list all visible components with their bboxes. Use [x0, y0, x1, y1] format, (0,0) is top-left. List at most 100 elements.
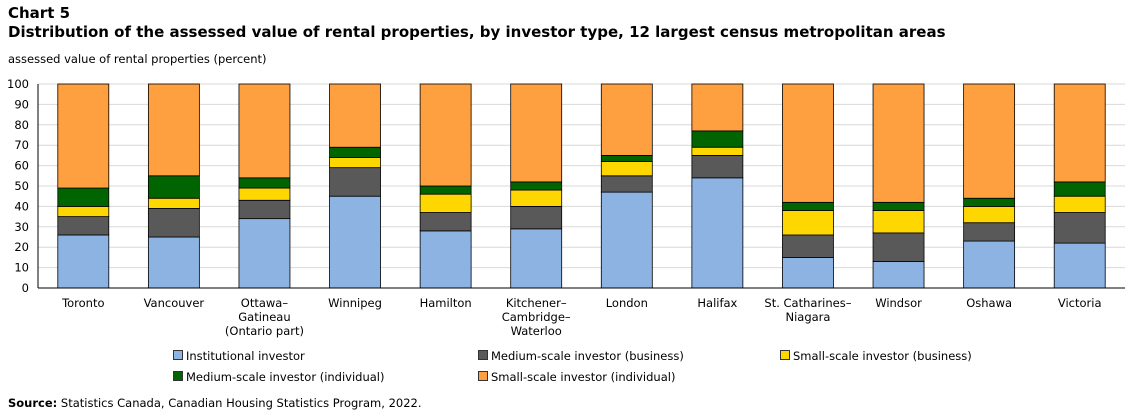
bar-segment — [57, 234, 110, 289]
bar-segment — [147, 208, 200, 238]
bar-segment — [1053, 181, 1106, 197]
bar-segment — [600, 191, 653, 289]
bar-segment — [691, 154, 744, 179]
legend-swatch — [173, 350, 183, 360]
legend-label: Institutional investor — [186, 349, 305, 363]
legend-label: Medium-scale investor (individual) — [186, 370, 385, 384]
bar-segment — [691, 83, 744, 132]
source-note: Source: Statistics Canada, Canadian Hous… — [8, 396, 422, 410]
bar-segment — [419, 185, 472, 195]
x-tick-label-line: Cambridge– — [502, 310, 571, 324]
bar-segment — [238, 199, 291, 220]
y-tick-label: 60 — [14, 159, 29, 173]
legend-item: Medium-scale investor (individual) — [173, 370, 385, 384]
bar-segment — [1053, 195, 1106, 213]
bar-segment — [57, 187, 110, 207]
x-tick-label-line: Winnipeg — [328, 296, 382, 310]
y-tick-label: 30 — [14, 220, 29, 234]
y-tick-label: 0 — [22, 281, 29, 295]
x-tick-label: St. Catharines– Niagara — [764, 296, 851, 324]
bar-segment — [329, 195, 381, 289]
bar-segment — [419, 212, 472, 232]
bar-segment — [872, 261, 925, 289]
source-text: Statistics Canada, Canadian Housing Stat… — [57, 396, 422, 410]
bar-segment — [872, 210, 925, 234]
chart-title: Distribution of the assessed value of re… — [8, 23, 946, 41]
bar-segment — [147, 197, 200, 209]
bar-segment — [510, 181, 563, 191]
x-tick-label-line: Victoria — [1058, 296, 1102, 310]
bar-segment — [872, 201, 925, 211]
bar-segment — [329, 157, 381, 169]
x-tick-label-line: London — [606, 296, 648, 310]
bar-segment — [1053, 242, 1106, 289]
legend-item: Institutional investor — [173, 349, 305, 363]
x-tick-label-line: Halifax — [697, 296, 737, 310]
bar-segment — [329, 146, 381, 158]
x-tick-label: Oshawa — [966, 296, 1012, 310]
bar-segment — [691, 130, 744, 148]
bar-segment — [510, 189, 563, 207]
legend-label: Medium-scale investor (business) — [491, 349, 684, 363]
bar-segment — [329, 83, 381, 148]
bar-segment — [238, 83, 291, 179]
bar-segment — [963, 240, 1016, 289]
bar-segment — [419, 193, 472, 213]
bar-segment — [600, 83, 653, 156]
legend-label: Small-scale investor (individual) — [491, 370, 676, 384]
bar-segment — [963, 205, 1016, 224]
x-tick-label-line: Hamilton — [420, 296, 472, 310]
bar-segment — [57, 216, 110, 236]
x-tick-label-line: Vancouver — [144, 296, 205, 310]
bar-segment — [600, 175, 653, 193]
x-tick-label-line: Gatineau — [238, 310, 290, 324]
y-axis-title: assessed value of rental properties (per… — [8, 52, 267, 66]
x-tick-label-line: Toronto — [61, 296, 104, 310]
y-tick-label: 20 — [14, 240, 29, 254]
x-tick-label: Toronto — [61, 296, 104, 310]
x-tick-label: London — [606, 296, 648, 310]
bar-segment — [510, 205, 563, 230]
x-tick-label-line: Niagara — [785, 310, 830, 324]
legend-swatch — [478, 350, 488, 360]
bar-segment — [782, 201, 834, 211]
y-tick-label: 70 — [14, 138, 29, 152]
bar-segment — [329, 167, 381, 197]
legend-label: Small-scale investor (business) — [793, 349, 972, 363]
bar-segment — [691, 177, 744, 289]
x-tick-label-line: Oshawa — [966, 296, 1012, 310]
bar-segment — [782, 256, 834, 289]
bar-segment — [963, 83, 1016, 199]
legend-swatch — [780, 350, 790, 360]
chart-label: Chart 5 — [8, 4, 71, 22]
stacked-bar-chart: 0 10 20 30 40 50 60 70 80 90 100 Toronto Vancouver Ot… — [7, 77, 1125, 338]
bar-segment — [782, 83, 834, 203]
bar-segment — [419, 83, 472, 187]
x-tick-label-line: Ottawa– — [241, 296, 289, 310]
bar-segment — [419, 230, 472, 289]
bar-segment — [57, 205, 110, 217]
x-tick-label: Vancouver — [144, 296, 205, 310]
legend-swatch — [173, 371, 183, 381]
x-tick-label-line: St. Catharines– — [764, 296, 851, 310]
legend-item: Small-scale investor (business) — [780, 349, 972, 363]
y-tick-label: 50 — [14, 179, 29, 193]
y-tick-label: 80 — [14, 118, 29, 132]
y-tick-label: 90 — [14, 97, 29, 111]
bar-segment — [238, 218, 291, 289]
bar-segment — [510, 83, 563, 183]
bar-segment — [147, 236, 200, 289]
x-tick-label: Hamilton — [420, 296, 472, 310]
x-tick-label: Kitchener– Cambridge– Waterloo — [502, 296, 571, 338]
legend-item: Small-scale investor (individual) — [478, 370, 675, 384]
legend-swatch — [478, 371, 488, 381]
bar-segment — [691, 146, 744, 156]
x-tick-label-line: Kitchener– — [506, 296, 567, 310]
bar-segment — [238, 177, 291, 189]
bar-segment — [782, 234, 834, 258]
bar-segment — [238, 187, 291, 201]
x-tick-label: Halifax — [697, 296, 737, 310]
y-tick-label: 100 — [7, 77, 29, 91]
bar-segment — [1053, 83, 1106, 183]
bar-segment — [600, 161, 653, 177]
